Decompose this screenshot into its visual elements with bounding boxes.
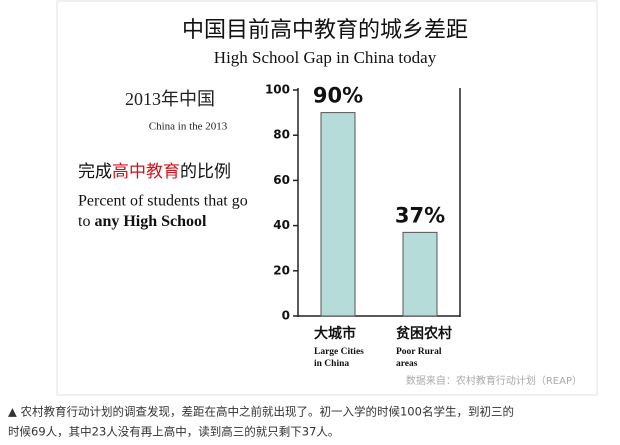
bar xyxy=(402,231,438,317)
y-tick-label: 100 xyxy=(265,83,290,97)
y-tick-label: 60 xyxy=(273,173,290,187)
y-tick-label: 20 xyxy=(273,263,290,277)
year-subheading: China in the 2013 xyxy=(149,121,228,133)
metric-zh-part: 完成 xyxy=(78,162,112,182)
source-note: 数据来自：农村教育行动计划（REAP） xyxy=(406,374,582,387)
value-label: 37% xyxy=(395,203,445,227)
chart-subtitle: High School Gap in China today xyxy=(214,48,437,67)
bar xyxy=(320,112,356,317)
metric-zh-part: 的比例 xyxy=(180,162,231,182)
metric-en-bold: any High School xyxy=(94,213,207,230)
metric-en-part: to xyxy=(78,213,94,230)
caption-line: ▲ 农村教育行动计划的调查发现，差距在高中之前就出现了。初一入学的时候100名学… xyxy=(8,405,514,419)
x-tick-note: in China xyxy=(314,359,349,369)
x-tick-note: Large Cities xyxy=(314,347,364,357)
year-heading: 2013年中国 xyxy=(125,89,215,109)
x-tick-label: 大城市 xyxy=(314,325,356,342)
metric-en: to any High School xyxy=(78,213,207,230)
x-tick-label: 贫困农村 xyxy=(396,325,452,342)
metric-en: Percent of students that go xyxy=(78,193,248,210)
metric-zh-highlight: 高中教育 xyxy=(112,162,180,182)
x-tick-note: Poor Rural xyxy=(396,347,442,357)
value-label: 90% xyxy=(313,84,363,108)
y-tick-label: 0 xyxy=(282,309,290,323)
x-tick-note: areas xyxy=(396,359,418,369)
y-tick-label: 80 xyxy=(273,128,290,142)
y-tick-label: 40 xyxy=(273,218,290,232)
chart-title: 中国目前高中教育的城乡差距 xyxy=(182,18,468,43)
metric-zh: 完成高中教育的比例 xyxy=(78,162,231,182)
caption-line: 时候69人，其中23人没有再上高中，读到高三的就只剩下37人。 xyxy=(8,425,339,439)
